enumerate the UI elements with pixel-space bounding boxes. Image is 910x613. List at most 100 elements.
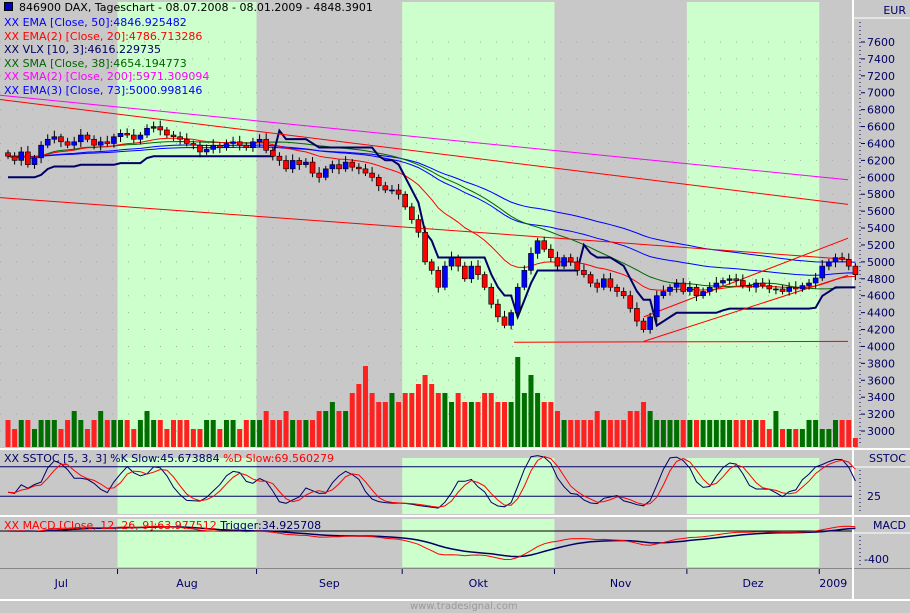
candle-body bbox=[349, 161, 356, 168]
candle bbox=[653, 290, 660, 323]
candle bbox=[217, 142, 223, 154]
volume-bar bbox=[415, 384, 421, 447]
legend-ema20[interactable]: XX EMA(2) [Close, 20]:4786.713286 bbox=[4, 29, 203, 43]
volume-bar bbox=[58, 429, 64, 447]
legend-k-slow[interactable]: XX SSTOC [5, 3, 3] %K Slow:45.673884 bbox=[4, 452, 220, 465]
volume-bar bbox=[429, 384, 435, 447]
candle bbox=[164, 126, 170, 138]
candle-body bbox=[289, 160, 296, 170]
volume-bar bbox=[554, 411, 560, 447]
candle-body bbox=[150, 126, 157, 129]
volume-bar bbox=[71, 411, 77, 447]
candle bbox=[600, 273, 607, 291]
month-label: Dez bbox=[743, 577, 764, 590]
volume-bar bbox=[541, 402, 547, 447]
month-label: Jul bbox=[54, 577, 68, 590]
candle-body bbox=[336, 164, 342, 170]
candle-body bbox=[534, 240, 541, 254]
volume-bar bbox=[727, 420, 733, 447]
candle-body bbox=[620, 291, 627, 297]
trendline bbox=[514, 340, 849, 343]
volume-bar bbox=[713, 420, 719, 447]
macd-line bbox=[7, 525, 856, 561]
candle-body bbox=[18, 151, 25, 161]
volume-bar bbox=[508, 402, 514, 447]
candle bbox=[203, 144, 210, 155]
volume-bar bbox=[230, 420, 236, 447]
candle bbox=[336, 159, 342, 175]
volume-bar bbox=[65, 420, 71, 447]
candle-body bbox=[322, 168, 329, 178]
candle bbox=[746, 282, 753, 292]
candle-body bbox=[607, 278, 614, 288]
candle bbox=[124, 128, 130, 138]
legend-macd[interactable]: XX MACD [Close, 12, 26, 9]:63.977512 bbox=[4, 519, 217, 532]
candle-body bbox=[329, 164, 336, 170]
volume-bar bbox=[799, 429, 805, 447]
price-tick-label: 7600 bbox=[867, 36, 895, 49]
month-label: Aug bbox=[176, 577, 197, 590]
volume-bar bbox=[257, 420, 263, 447]
candle bbox=[210, 139, 217, 154]
volume-bar bbox=[760, 420, 766, 447]
volume-bar bbox=[111, 420, 117, 447]
volume-bar bbox=[263, 411, 269, 447]
volume-bar bbox=[693, 420, 699, 447]
candle bbox=[634, 302, 640, 327]
candle-body bbox=[581, 270, 587, 275]
volume-bar bbox=[210, 420, 216, 447]
legend-vlx[interactable]: XX VLX [10, 3]:4616.229735 bbox=[4, 43, 162, 56]
volume-bar bbox=[45, 420, 51, 447]
price-tick-label: 4800 bbox=[867, 273, 895, 286]
candle-body bbox=[269, 149, 276, 157]
price-tick-label: 3600 bbox=[867, 374, 895, 387]
candle-body bbox=[130, 134, 137, 140]
candle bbox=[740, 274, 746, 289]
volume-bar bbox=[78, 420, 84, 447]
stoch-k-line bbox=[7, 455, 856, 509]
volume-bar bbox=[495, 402, 501, 447]
volume-bar bbox=[51, 420, 57, 447]
candle bbox=[766, 279, 773, 294]
candle bbox=[627, 290, 634, 313]
time-axis-line bbox=[0, 568, 910, 569]
candle-body bbox=[541, 240, 548, 250]
legend-trigger[interactable]: Trigger:34.925708 bbox=[220, 519, 322, 532]
watermark: www.tradesignal.com bbox=[410, 601, 518, 612]
candle-body bbox=[673, 282, 680, 288]
volume-bar bbox=[740, 420, 746, 447]
candle-body bbox=[389, 189, 395, 192]
legend-sma200[interactable]: XX SMA(2) [Close, 200]:5971.309094 bbox=[4, 70, 210, 83]
candle-body bbox=[190, 143, 197, 146]
legend-sma38[interactable]: XX SMA [Close, 38]:4654.194773 bbox=[4, 56, 187, 70]
volume-bar bbox=[707, 420, 713, 447]
volume-bar bbox=[270, 420, 276, 447]
candle-body bbox=[58, 136, 64, 143]
volume-bar bbox=[204, 420, 210, 447]
candle-body bbox=[706, 286, 713, 292]
month-band bbox=[117, 458, 257, 514]
candle bbox=[534, 237, 541, 259]
candle-body bbox=[455, 257, 461, 267]
legend-ema73[interactable]: XX EMA(3) [Close, 73]:5000.998146 bbox=[4, 83, 203, 97]
candle-body bbox=[177, 136, 183, 140]
candle-body bbox=[183, 138, 190, 144]
candle bbox=[44, 134, 51, 149]
volume-bar bbox=[786, 429, 792, 447]
price-tick-label: 4400 bbox=[867, 307, 895, 320]
candle-body bbox=[223, 143, 230, 149]
candle bbox=[594, 279, 600, 293]
candle bbox=[461, 262, 468, 282]
chart-header: 846900 DAX, Tageschart - 08.07.2008 - 08… bbox=[4, 1, 373, 15]
candle bbox=[223, 139, 230, 151]
legend-ema50[interactable]: XX EMA [Close, 50]:4846.925482 bbox=[4, 16, 187, 29]
candle-body bbox=[415, 219, 422, 233]
legend-d-slow[interactable]: %D Slow:69.560279 bbox=[223, 452, 334, 465]
candle-body bbox=[819, 265, 826, 279]
candle-body bbox=[461, 265, 468, 280]
candle-body bbox=[508, 312, 514, 326]
volume-bar bbox=[38, 420, 44, 447]
volume-bar bbox=[455, 393, 461, 447]
candle bbox=[481, 271, 488, 291]
candle bbox=[607, 272, 614, 292]
